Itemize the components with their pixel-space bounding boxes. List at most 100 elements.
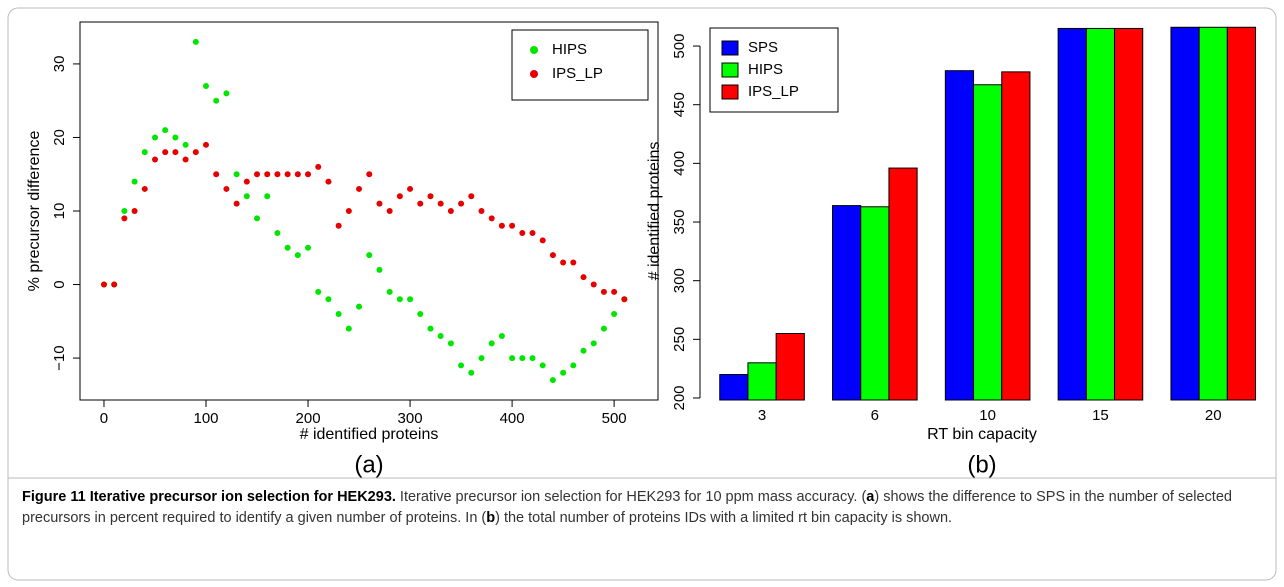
point	[345, 325, 352, 332]
point	[447, 208, 454, 214]
bar	[860, 206, 890, 401]
point	[274, 230, 281, 237]
point	[600, 288, 607, 295]
point	[100, 281, 107, 288]
point	[386, 208, 393, 214]
point	[478, 208, 485, 214]
point	[447, 340, 454, 347]
y-tick-label: 30	[51, 56, 68, 73]
point	[294, 171, 301, 178]
caption-text: a	[866, 489, 875, 505]
point	[590, 340, 597, 347]
point	[590, 281, 597, 288]
y-tick-label: −10	[51, 345, 68, 370]
point	[141, 185, 148, 192]
legend-marker	[721, 84, 739, 100]
point	[121, 215, 128, 222]
point	[366, 252, 373, 259]
point	[580, 347, 587, 354]
legend-label: HIPS	[552, 41, 587, 58]
point	[325, 178, 332, 185]
bar	[1114, 27, 1144, 401]
point	[192, 149, 199, 156]
point	[509, 222, 516, 229]
y-tick-label: 0	[51, 280, 68, 288]
point	[356, 185, 363, 192]
point	[305, 244, 312, 251]
y-tick-label: 200	[671, 385, 688, 410]
point	[233, 171, 240, 178]
point	[264, 171, 271, 178]
point	[488, 215, 495, 222]
legend-box	[511, 29, 649, 101]
bar	[1057, 27, 1087, 401]
point	[151, 156, 158, 163]
point	[254, 215, 261, 222]
bar	[1226, 26, 1257, 401]
y-tick-label: 450	[671, 92, 688, 117]
point	[509, 355, 516, 362]
y-tick-label: 300	[671, 268, 688, 293]
point	[427, 193, 434, 200]
y-tick-label: 400	[671, 151, 688, 176]
x-axis-label: RT bin capacity	[927, 426, 1037, 443]
caption-text: b	[486, 510, 496, 526]
point	[182, 156, 189, 163]
x-tick-label: 3	[758, 407, 766, 424]
x-tick-label: 6	[871, 407, 879, 424]
legend-label: IPS_LP	[552, 65, 603, 82]
point	[417, 310, 424, 317]
frame	[7, 7, 1277, 581]
point	[315, 163, 322, 170]
point	[325, 296, 332, 303]
bar	[832, 205, 862, 401]
point	[213, 97, 220, 104]
point	[294, 252, 301, 259]
point	[305, 171, 312, 178]
point	[519, 230, 526, 237]
bar	[1170, 26, 1200, 401]
x-tick-label: 20	[1205, 407, 1222, 424]
caption-text: ) the total number of proteins IDs with …	[495, 510, 953, 526]
point	[468, 369, 475, 376]
point	[131, 178, 138, 185]
x-tick-label: 300	[398, 410, 423, 427]
x-tick-label: 15	[1092, 407, 1109, 424]
point	[254, 171, 261, 178]
x-tick-label: 100	[193, 410, 218, 427]
bar	[747, 362, 777, 401]
point	[131, 208, 138, 214]
point	[498, 222, 505, 229]
point	[141, 149, 148, 156]
legend-label: SPS	[748, 39, 778, 56]
point	[284, 244, 291, 251]
legend-label: IPS_LP	[748, 83, 799, 100]
y-axis-label: % precursor difference	[26, 131, 43, 292]
point	[478, 355, 485, 362]
point	[223, 185, 230, 192]
point	[376, 266, 383, 273]
panel-label: (b)	[967, 451, 996, 478]
caption-title: Figure 11 Iterative precursor ion select…	[22, 489, 396, 505]
point	[182, 141, 189, 148]
point	[223, 90, 230, 97]
legend-label: HIPS	[748, 61, 783, 78]
point	[203, 141, 210, 148]
point	[335, 222, 342, 229]
point	[162, 149, 169, 156]
bar	[944, 70, 975, 401]
point	[570, 259, 577, 266]
point	[172, 134, 179, 141]
point	[162, 127, 169, 134]
panel-label: (a)	[354, 451, 383, 478]
point	[203, 82, 210, 89]
point	[274, 171, 281, 178]
legend-marker	[721, 40, 739, 56]
point	[458, 362, 465, 369]
legend-marker	[530, 70, 538, 78]
point	[386, 288, 393, 295]
point	[498, 333, 505, 340]
point	[315, 288, 322, 295]
point	[264, 193, 271, 200]
caption: Figure 11 Iterative precursor ion select…	[22, 487, 1267, 529]
